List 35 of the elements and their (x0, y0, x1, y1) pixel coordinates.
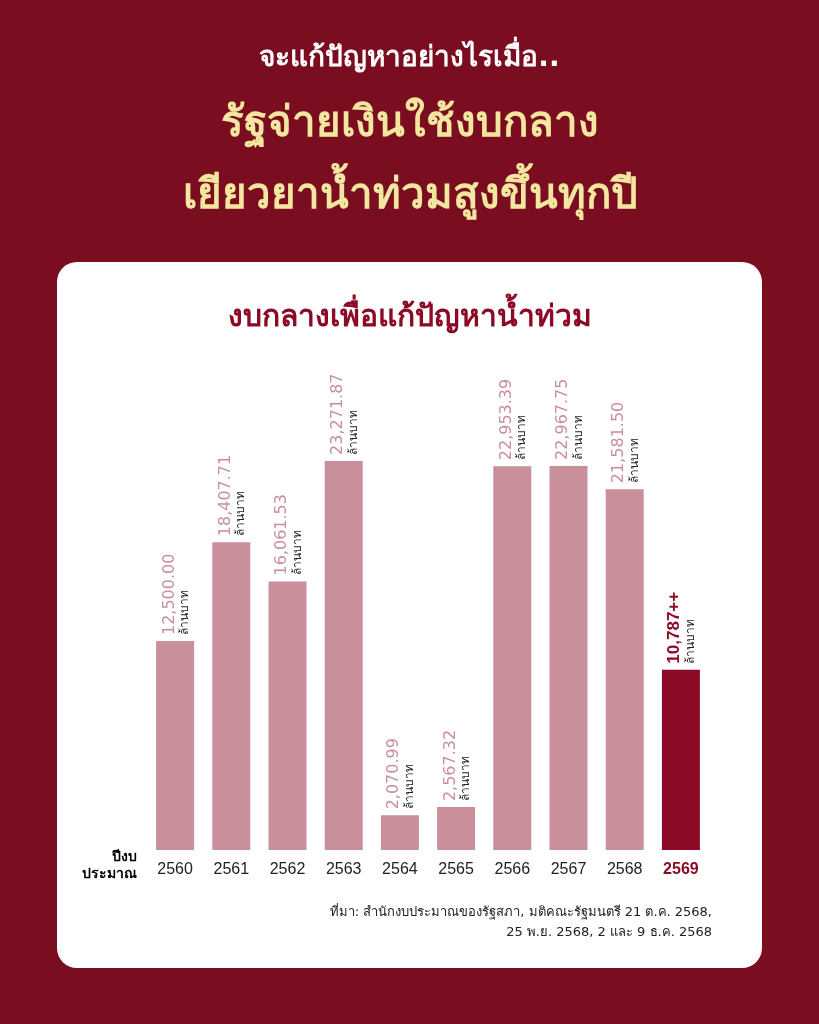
data-label: 10,787++ ล้านบาท (664, 591, 698, 664)
x-tick-label: 2562 (269, 859, 306, 877)
x-tick-label: 2569 (663, 859, 699, 877)
bar (324, 460, 363, 850)
x-tick-label: 2560 (157, 859, 193, 877)
text: ที่มา: สำนักงบประมาณของรัฐสภา, มติคณะรัฐมนตรี 21 ต.ค. 2568, 25 พ.ย. 2568, 2 และ 9 ธ.ค. 2568 (328, 902, 712, 941)
bar (549, 465, 588, 850)
bar (268, 581, 307, 850)
x-tick-label: 2566 (494, 859, 531, 877)
data-label: 23,271.87 ล้านบาท (327, 373, 360, 455)
data-label: 18,407.71 ล้านบาท (214, 454, 248, 537)
text: งบกลางเพื่อแก้ปัญหาน้ำท่วม (226, 292, 593, 336)
data-label: 22,953.39 ล้านบาท (495, 378, 529, 461)
x-tick-label: 2568 (606, 859, 643, 877)
x-tick-label: 2563 (325, 859, 362, 877)
bar (493, 466, 532, 850)
x-tick-label: 2565 (438, 859, 474, 877)
data-label: 22,967.75 ล้านบาท (552, 378, 585, 460)
x-tick-label: 2564 (382, 859, 418, 877)
x-axis-title: ปีงบ ประมาณ (81, 848, 137, 882)
bar (437, 807, 476, 850)
data-label: 21,581.50 ล้านบาท (608, 401, 641, 484)
bar (605, 489, 644, 850)
x-tick-label: 2561 (213, 859, 250, 877)
chart-subtitle: รัฐจ่ายเงินใช้งบกลาง เยียวยาน้ำท่วมสูงขึ้นทุกปี (181, 96, 639, 222)
data-label: 2,567.32 ล้านบาท (439, 729, 473, 802)
bar (212, 542, 251, 850)
bar (661, 669, 700, 850)
x-tick-label: 2567 (550, 859, 587, 877)
bar (380, 815, 419, 850)
bar (156, 641, 195, 850)
chart-title: จะแก้ปัญหาอย่างไรเมื่อ.. (258, 35, 561, 75)
data-label: 12,500.00 ล้านบาท (158, 553, 192, 635)
data-label: 16,061.53 ล้านบาท (271, 494, 304, 576)
data-label: 2,070.99 ล้านบาท (383, 738, 416, 810)
